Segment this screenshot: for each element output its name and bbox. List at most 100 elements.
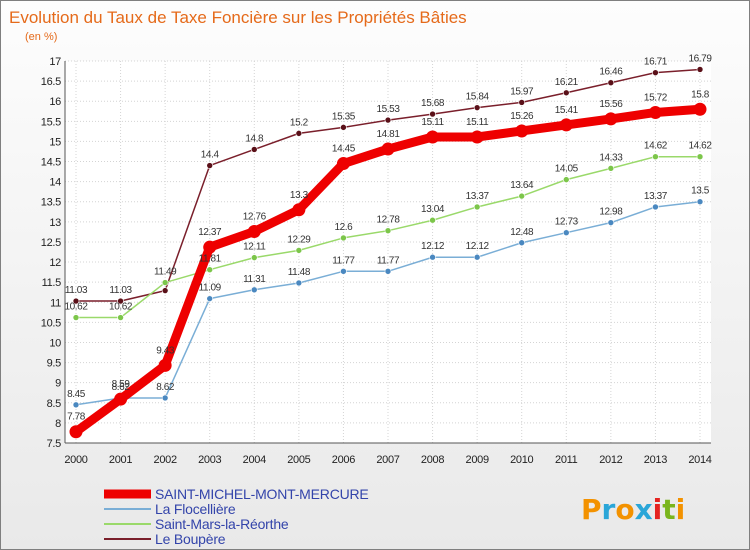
chart-subtitle: (en %) <box>25 31 57 43</box>
proxiti-logo: Proxiti <box>581 493 685 526</box>
data-label: 8.62 <box>156 382 175 393</box>
y-tick-label: 8.5 <box>47 398 62 410</box>
data-point <box>562 176 570 183</box>
data-point <box>247 224 261 238</box>
data-label: 13.3 <box>290 190 309 201</box>
data-label: 11.77 <box>377 255 400 266</box>
data-label: 15.2 <box>290 117 309 128</box>
x-tick-label: 2014 <box>688 454 711 466</box>
series-2 <box>72 198 704 409</box>
data-label: 11.77 <box>332 255 355 266</box>
x-tick-label: 2000 <box>64 454 87 466</box>
logo-letter: x <box>635 493 653 526</box>
data-label: 11.49 <box>154 267 177 278</box>
x-tick-label: 2001 <box>109 454 132 466</box>
data-point <box>295 247 303 254</box>
data-label: 10.62 <box>109 302 133 313</box>
data-label: 15.84 <box>466 92 490 103</box>
y-tick-label: 10.5 <box>41 317 61 329</box>
data-point <box>652 153 659 161</box>
data-label: 15.97 <box>510 86 534 97</box>
data-label: 15.72 <box>644 92 668 103</box>
data-point <box>250 254 258 261</box>
data-label: 15.56 <box>599 99 623 110</box>
data-point <box>117 297 124 305</box>
data-point <box>696 66 704 73</box>
y-tick-label: 8 <box>55 418 61 430</box>
data-point <box>158 358 172 372</box>
data-label: 8.62 <box>112 382 131 393</box>
data-point <box>429 253 436 261</box>
data-point <box>604 112 618 126</box>
data-label: 14.62 <box>688 141 712 152</box>
data-point <box>384 116 392 124</box>
data-point <box>72 297 80 305</box>
data-label: 14.45 <box>332 144 356 155</box>
data-point <box>559 118 573 132</box>
y-tick-label: 14.5 <box>41 157 61 169</box>
y-tick-label: 7.5 <box>47 438 62 450</box>
data-point <box>696 198 704 206</box>
series-0 <box>72 66 704 305</box>
y-tick-label: 9 <box>55 378 61 390</box>
data-label: 15.41 <box>555 105 579 116</box>
logo-letter: t <box>662 493 675 526</box>
y-tick-label: 16.5 <box>41 76 61 88</box>
data-label: 12.12 <box>466 241 490 252</box>
data-point <box>295 130 303 137</box>
data-label: 15.8 <box>691 89 710 100</box>
data-point <box>607 79 615 87</box>
data-point <box>69 425 83 439</box>
data-point <box>429 110 436 118</box>
x-tick-label: 2012 <box>599 454 622 466</box>
x-tick-label: 2005 <box>287 454 310 466</box>
data-label: 15.26 <box>510 111 534 122</box>
y-tick-label: 10 <box>49 337 61 349</box>
data-label: 8.45 <box>67 389 86 400</box>
data-label: 12.98 <box>599 207 623 218</box>
x-tick-label: 2003 <box>198 454 221 466</box>
data-point <box>652 69 659 76</box>
data-point <box>340 234 347 242</box>
data-label: 7.78 <box>67 412 86 423</box>
data-label: 11.03 <box>109 285 132 296</box>
data-label: 15.53 <box>376 104 400 115</box>
chart-title: Evolution du Taux de Taxe Foncière sur l… <box>9 8 467 27</box>
data-point <box>384 227 392 234</box>
x-tick-label: 2007 <box>376 454 399 466</box>
y-tick-label: 9.5 <box>47 358 62 370</box>
data-point <box>117 314 124 321</box>
data-label: 13.5 <box>691 186 710 197</box>
x-tick-label: 2002 <box>154 454 177 466</box>
y-tick-label: 12 <box>49 257 61 269</box>
data-label: 13.37 <box>644 191 668 202</box>
legend-label: SAINT-MICHEL-MONT-MERCURE <box>155 486 369 502</box>
data-point <box>607 219 615 226</box>
legend-label: La Flocellière <box>155 501 236 517</box>
data-point <box>473 253 481 261</box>
data-point <box>648 105 662 119</box>
data-label: 13.04 <box>421 204 445 215</box>
y-tick-label: 13.5 <box>41 197 61 209</box>
x-tick-label: 2008 <box>421 454 444 466</box>
series-3 <box>69 102 707 439</box>
y-tick-label: 13 <box>49 217 61 229</box>
logo-letter: P <box>581 493 602 526</box>
data-labels: 11.03 11.03 14.4 14.8 15.2 15.35 15.53 15.68 15.… <box>64 53 712 422</box>
data-label: 14.81 <box>376 129 400 140</box>
logo-letter: o <box>615 493 634 526</box>
data-label: 16.21 <box>555 77 579 88</box>
data-point <box>652 203 659 211</box>
data-point <box>250 146 258 153</box>
legend-label: Le Boupère <box>155 531 226 547</box>
data-label: 12.76 <box>243 211 267 222</box>
y-tick-label: 17 <box>49 56 61 68</box>
data-label: 13.37 <box>466 191 490 202</box>
data-label: 9.43 <box>156 345 175 356</box>
data-point <box>161 394 169 402</box>
data-point <box>381 142 395 156</box>
y-tick-label: 11.5 <box>42 277 62 289</box>
